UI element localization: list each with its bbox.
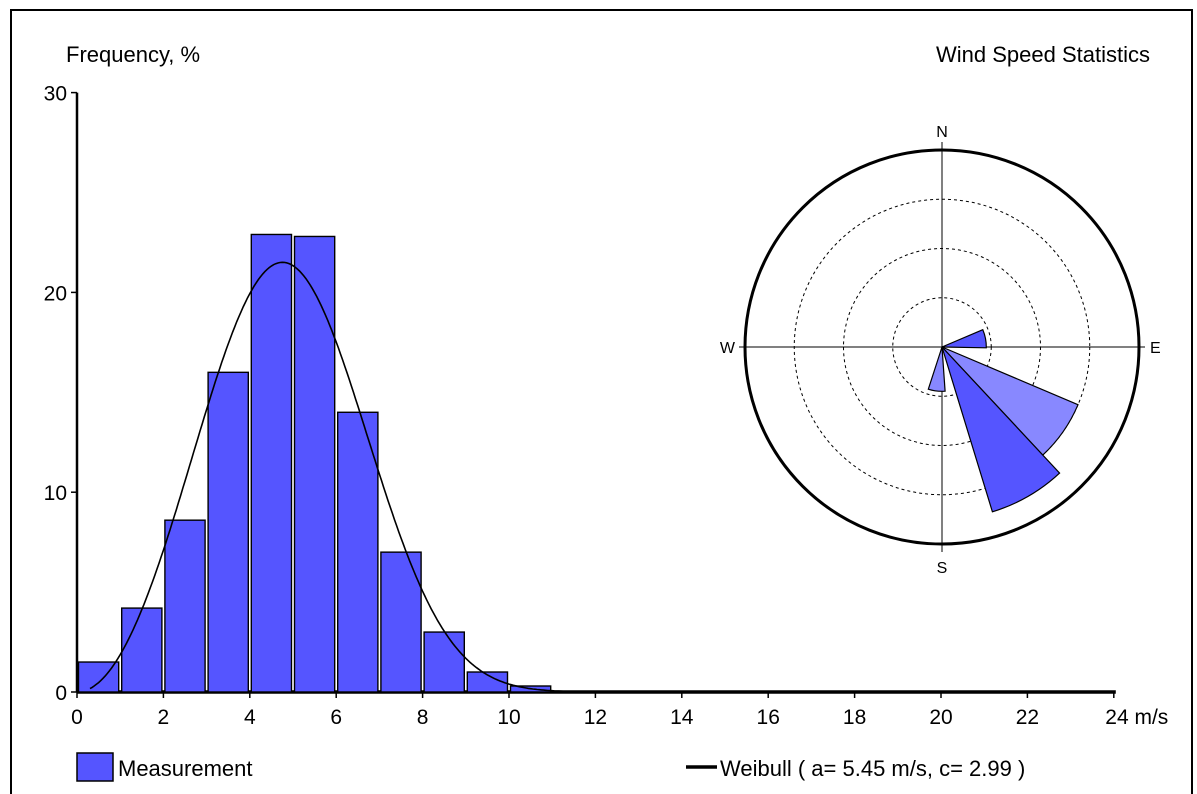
histogram-bars — [77, 233, 552, 693]
histogram-bar — [164, 519, 206, 693]
y-tick-label: 0 — [55, 682, 67, 705]
histogram-bar — [423, 631, 466, 693]
histogram-bar — [120, 607, 163, 693]
histogram-bar — [466, 671, 509, 693]
compass-label-s: S — [937, 560, 948, 577]
legend-measurement-label: Measurement — [118, 756, 253, 781]
y-axis-ticks: 0 10 20 30 — [44, 83, 77, 705]
x-tick-label: 16 — [757, 706, 780, 729]
x-tick-label: 8 — [417, 706, 429, 729]
y-tick-label: 30 — [44, 83, 67, 106]
wind-rose-title: Wind Speed Statistics — [936, 42, 1150, 67]
x-tick-label: 10 — [497, 706, 520, 729]
x-tick-label: 0 — [71, 706, 83, 729]
x-tick-label: 14 — [670, 706, 694, 729]
x-tick-label: 20 — [929, 706, 952, 729]
y-axis-label: Frequency, % — [66, 42, 200, 67]
chart-frame — [10, 9, 1193, 794]
x-tick-label: 22 — [1016, 706, 1039, 729]
wind-rose: N E S W — [720, 124, 1161, 577]
x-tick-label: 2 — [158, 706, 170, 729]
weibull-curve — [89, 261, 615, 693]
histogram-bar — [207, 371, 250, 693]
rose-sector — [927, 346, 946, 392]
rose-sector — [941, 346, 1061, 513]
histogram-bar — [293, 235, 336, 693]
y-tick-label: 20 — [44, 282, 67, 305]
compass-label-n: N — [936, 124, 948, 141]
x-tick-label: 6 — [330, 706, 342, 729]
compass-label-e: E — [1150, 340, 1161, 357]
x-tick-label: 24 m/s — [1105, 706, 1168, 729]
legend-weibull-label: Weibull ( a= 5.45 m/s, c= 2.99 ) — [720, 756, 1025, 781]
x-tick-label: 12 — [584, 706, 607, 729]
histogram-bar — [250, 233, 293, 693]
x-tick-label: 4 — [244, 706, 256, 729]
y-tick-label: 10 — [44, 482, 67, 505]
histogram-bar — [337, 411, 379, 693]
compass-label-w: W — [720, 340, 736, 357]
x-tick-label: 18 — [843, 706, 866, 729]
histogram-bar — [380, 551, 422, 693]
x-axis-ticks: 0 2 4 6 8 10 12 14 16 18 20 22 24 m/s — [71, 692, 1168, 729]
rose-sector — [941, 328, 987, 349]
legend-measurement-swatch — [76, 752, 114, 782]
